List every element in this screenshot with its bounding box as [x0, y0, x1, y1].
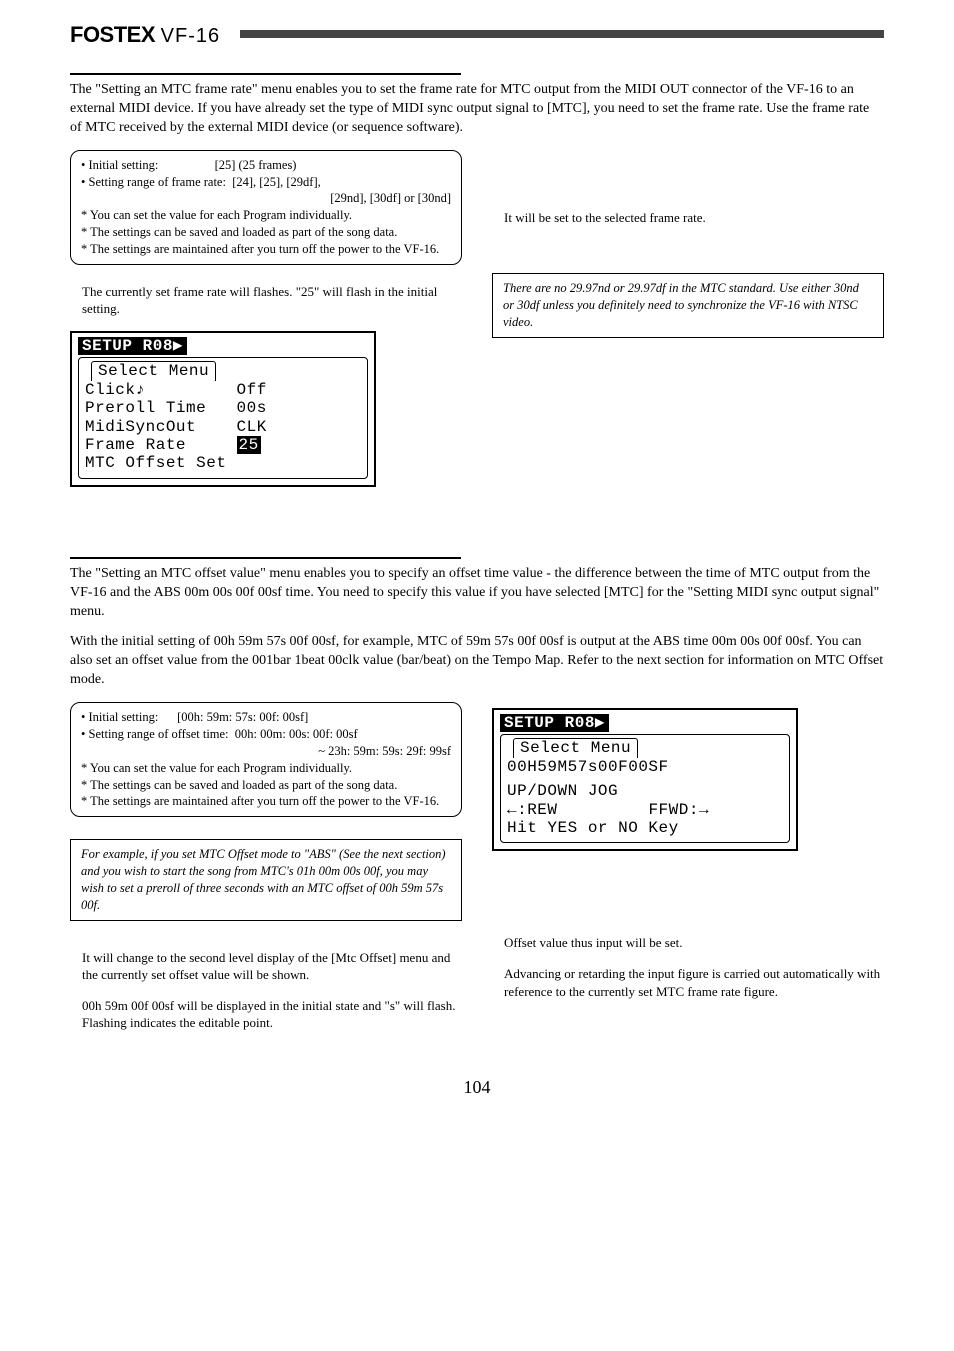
lcd2-title: SETUP R08▶ [500, 714, 609, 732]
s2-note3: * The settings are maintained after you … [81, 793, 451, 810]
header-rule [240, 30, 884, 38]
section1-rule [70, 73, 461, 75]
s1-proc-left: The currently set frame rate will flashe… [82, 283, 462, 318]
brand-name: FOSTEX [70, 22, 155, 47]
lcd-screenshot-1: SETUP R08▶ Select Menu Click♪ Off Prerol… [70, 331, 376, 487]
s2-proc-left-2: 00h 59m 00f 00sf will be displayed in th… [82, 997, 462, 1032]
lcd2-tab: Select Menu [513, 738, 638, 757]
s1-range-label: Setting range of frame rate: [89, 175, 226, 189]
lcd2-hint2a: ←:REW [507, 801, 558, 819]
lcd2-hint1: UP/DOWN JOG [507, 782, 783, 800]
s2-example-box: For example, if you set MTC Offset mode … [70, 839, 462, 921]
lcd1-l4a: Frame Rate [85, 436, 186, 454]
s2-note2: * The settings can be saved and loaded a… [81, 777, 451, 794]
s1-note-box: There are no 29.97nd or 29.97df in the M… [492, 273, 884, 338]
lcd1-l5: MTC Offset Set [85, 454, 226, 472]
s1-note2: * The settings can be saved and loaded a… [81, 224, 451, 241]
lcd2-hint2b: FFWD:→ [648, 801, 709, 819]
s2-proc-left-1: It will change to the second level displ… [82, 949, 462, 984]
s1-initial-label: Initial setting: [89, 158, 159, 172]
lcd2-hint3: Hit YES or NO Key [507, 819, 783, 837]
lcd1-l1a: Click♪ [85, 381, 146, 399]
s1-note1: * You can set the value for each Program… [81, 207, 451, 224]
s2-proc-right-1: Offset value thus input will be set. [504, 934, 884, 952]
s2-note1: * You can set the value for each Program… [81, 760, 451, 777]
page-number: 104 [70, 1075, 884, 1099]
lcd1-title: SETUP R08▶ [78, 337, 187, 355]
s1-proc-right-set: It will be set to the selected frame rat… [504, 209, 884, 227]
model-name: VF-16 [161, 25, 220, 47]
s2-initial-value: [00h: 59m: 57s: 00f: 00sf] [177, 710, 308, 724]
lcd-screenshot-2: SETUP R08▶ Select Menu 00H59M57s00F00SF … [492, 708, 798, 851]
lcd1-l1b: Off [237, 381, 267, 399]
section2-body1: The "Setting an MTC offset value" menu e… [70, 565, 884, 622]
lcd1-l4b: 25 [237, 436, 261, 454]
s1-range-value2: [29nd], [30df] or [30nd] [330, 191, 451, 205]
s1-range-value1: [24], [25], [29df], [232, 175, 321, 189]
lcd1-l2a: Preroll Time [85, 399, 206, 417]
s2-initial-label: Initial setting: [89, 710, 159, 724]
s1-initial-value: [25] (25 frames) [215, 158, 297, 172]
lcd2-value: 00H59M57s00F00SF [507, 758, 783, 776]
s1-note3: * The settings are maintained after you … [81, 241, 451, 258]
section1-defaults-box: • Initial setting: [25] (25 frames) • Se… [70, 150, 462, 265]
lcd1-l3b: CLK [237, 418, 267, 436]
section2-body2: With the initial setting of 00h 59m 57s … [70, 633, 884, 690]
brand-logo: FOSTEX VF-16 [70, 20, 220, 50]
section1-body: The "Setting an MTC frame rate" menu ena… [70, 81, 884, 138]
lcd1-tab: Select Menu [91, 361, 216, 380]
s2-range-label: Setting range of offset time: [89, 727, 229, 741]
s2-range-value1: 00h: 00m: 00s: 00f: 00sf [235, 727, 358, 741]
section2-rule [70, 557, 461, 559]
s2-range-value2: ~ 23h: 59m: 59s: 29f: 99sf [318, 744, 451, 758]
section2-defaults-box: • Initial setting: [00h: 59m: 57s: 00f: … [70, 702, 462, 817]
lcd1-l2b: 00s [237, 399, 267, 417]
lcd1-l3a: MidiSyncOut [85, 418, 196, 436]
s2-proc-right-2: Advancing or retarding the input figure … [504, 965, 884, 1000]
